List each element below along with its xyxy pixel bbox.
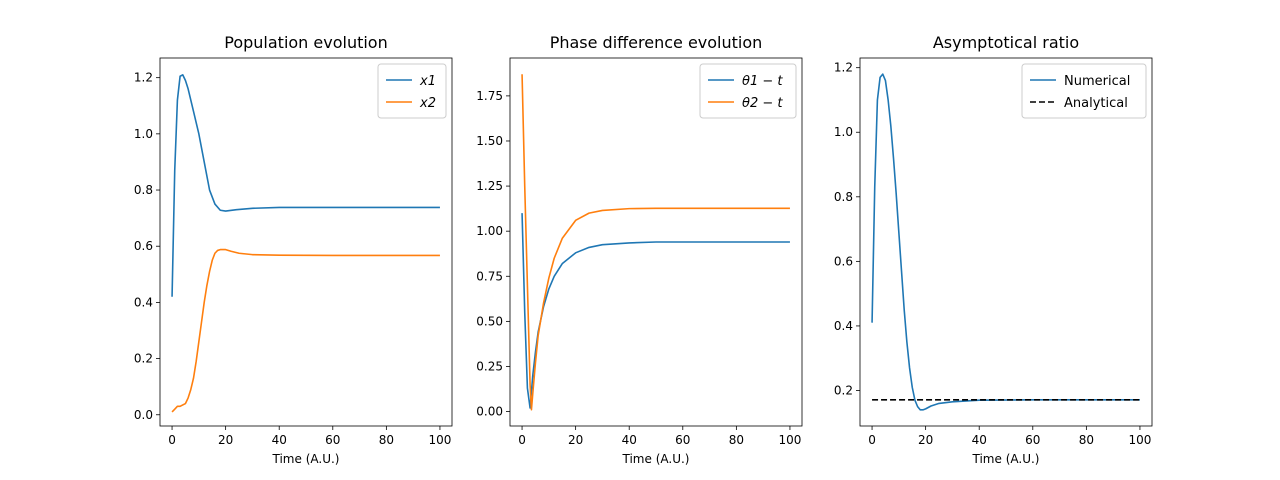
y-tick-label: 1.0 — [134, 127, 153, 141]
legend-label: Analytical — [1064, 96, 1128, 111]
x-tick-label: 60 — [1025, 433, 1040, 447]
x-tick-label: 0 — [868, 433, 876, 447]
y-tick-label: 0.75 — [476, 269, 503, 283]
series-line-1 — [171, 74, 440, 297]
y-tick-label: 0.4 — [834, 319, 853, 333]
series-line-1 — [871, 73, 1140, 411]
legend: θ1 − t θ2 − t — [699, 63, 797, 119]
axes-frame — [859, 57, 1153, 427]
legend-box — [377, 63, 447, 119]
y-tick-label: 0.2 — [134, 352, 153, 366]
legend: Numerical Analytical — [1021, 63, 1147, 119]
x-tick-label: 0 — [168, 433, 176, 447]
x-axis-label: Time (A.U.) — [622, 452, 690, 466]
series-line-2 — [521, 74, 790, 411]
legend-box — [1021, 63, 1147, 119]
x-tick-label: 20 — [218, 433, 233, 447]
chart-title: Asymptotical ratio — [933, 33, 1079, 52]
y-tick-label: 1.25 — [476, 179, 503, 193]
y-tick-label: 1.50 — [476, 134, 503, 148]
legend-label: θ2 − t — [742, 96, 783, 111]
legend-label: x1 — [419, 74, 436, 89]
x-tick-label: 100 — [778, 433, 801, 447]
y-tick-label: 0.8 — [834, 190, 853, 204]
x-tick-label: 80 — [379, 433, 394, 447]
legend-label: x2 — [419, 96, 436, 111]
chart-panel-2: Phase difference evolution 0 20 40 60 80 100 0.… — [476, 33, 803, 466]
x-tick-label: 60 — [675, 433, 690, 447]
y-tick-label: 1.2 — [834, 61, 853, 75]
chart-title: Population evolution — [224, 33, 387, 52]
chart-panel-1: Population evolution 0 20 40 60 80 100 0.0 0.2 0.… — [134, 33, 453, 466]
x-axis-label: Time (A.U.) — [272, 452, 340, 466]
y-tick-label: 0.25 — [476, 359, 503, 373]
x-tick-label: 20 — [568, 433, 583, 447]
chart-title: Phase difference evolution — [550, 33, 763, 52]
series-line-2 — [171, 248, 440, 413]
y-tick-label: 1.2 — [134, 71, 153, 85]
y-tick-label: 0.50 — [476, 314, 503, 328]
y-tick-label: 0.00 — [476, 405, 503, 419]
chart-panel-3: Asymptotical ratio 0 20 40 60 80 100 0.2 0.4 0.6 0… — [834, 33, 1153, 466]
y-tick-label: 0.4 — [134, 295, 153, 309]
y-tick-label: 0.8 — [134, 183, 153, 197]
y-tick-label: 1.75 — [476, 89, 503, 103]
x-tick-label: 20 — [918, 433, 933, 447]
legend-box — [699, 63, 797, 119]
y-tick-label: 0.6 — [134, 239, 153, 253]
x-tick-label: 60 — [325, 433, 340, 447]
legend-label: Numerical — [1064, 74, 1130, 89]
x-tick-label: 40 — [622, 433, 637, 447]
x-axis-label: Time (A.U.) — [972, 452, 1040, 466]
x-tick-label: 100 — [1128, 433, 1151, 447]
y-tick-label: 1.0 — [834, 125, 853, 139]
x-tick-label: 100 — [428, 433, 451, 447]
x-tick-label: 80 — [729, 433, 744, 447]
legend-label: θ1 − t — [742, 74, 783, 89]
x-tick-label: 40 — [272, 433, 287, 447]
y-tick-label: 0.6 — [834, 254, 853, 268]
x-tick-label: 0 — [518, 433, 526, 447]
y-tick-label: 1.00 — [476, 224, 503, 238]
x-tick-label: 80 — [1079, 433, 1094, 447]
axes-frame — [509, 57, 803, 427]
axes-frame — [159, 57, 453, 427]
series-line-1 — [521, 213, 790, 409]
y-tick-label: 0.2 — [834, 383, 853, 397]
x-tick-label: 40 — [972, 433, 987, 447]
y-tick-label: 0.0 — [134, 408, 153, 422]
